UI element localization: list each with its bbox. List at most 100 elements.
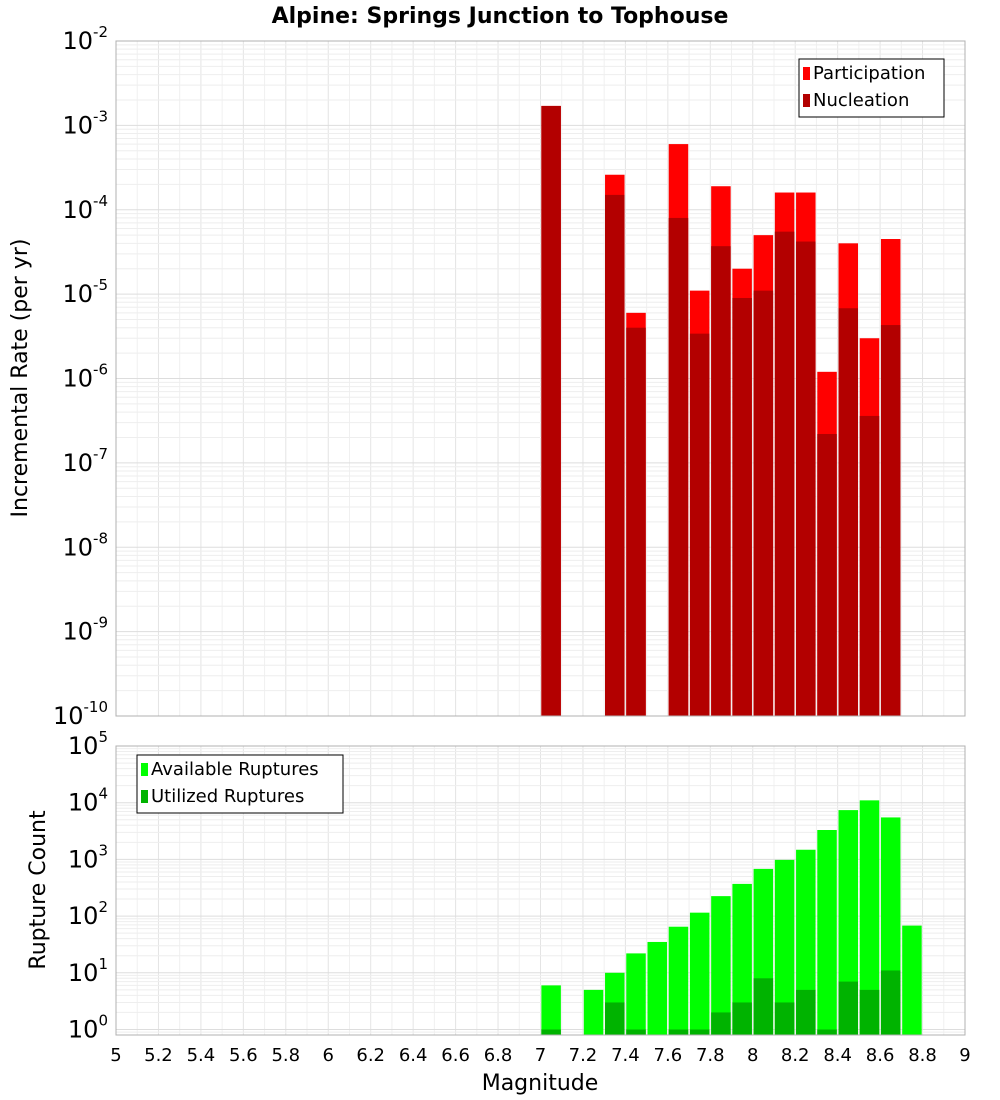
- chart-title: Alpine: Springs Junction to Tophouse: [272, 4, 729, 29]
- x-tick-label: 6.8: [484, 1045, 513, 1066]
- bar: [605, 194, 625, 716]
- x-axis-label: Magnitude: [482, 1071, 599, 1096]
- bar: [859, 800, 880, 1035]
- y-tick-label: 103: [68, 841, 108, 873]
- bar: [668, 1029, 689, 1035]
- y-tick-label: 10-7: [62, 445, 108, 477]
- bar: [817, 1029, 837, 1035]
- x-tick-label: 7.6: [654, 1045, 683, 1066]
- legend-swatch: [141, 763, 148, 776]
- x-tick-label: 5.4: [187, 1045, 216, 1066]
- y-tick-label: 10-2: [62, 23, 108, 55]
- legend-box: [798, 58, 945, 118]
- bar: [626, 327, 646, 716]
- bar: [689, 333, 710, 716]
- legend-label: Participation: [813, 63, 925, 84]
- legend-label: Available Ruptures: [151, 759, 319, 780]
- y-tick-label: 10-5: [62, 276, 108, 308]
- bar: [711, 246, 731, 716]
- bar: [902, 925, 922, 1035]
- y-tick-label: 10-8: [62, 529, 108, 561]
- bar: [626, 953, 646, 1035]
- bar: [668, 217, 689, 716]
- x-tick-label: 7.4: [611, 1045, 640, 1066]
- bar: [774, 231, 795, 716]
- bar: [880, 325, 901, 716]
- bar: [541, 985, 561, 1035]
- bar: [838, 981, 859, 1035]
- x-tick-label: 7.2: [569, 1045, 598, 1066]
- legend-label: Utilized Ruptures: [151, 786, 304, 807]
- y-tick-label: 10-10: [53, 698, 108, 730]
- y-tick-label: 100: [68, 1012, 108, 1044]
- legend-label: Nucleation: [813, 90, 909, 111]
- top-bars: [541, 105, 901, 717]
- x-tick-label: 8.8: [908, 1045, 937, 1066]
- y-tick-label: 104: [68, 785, 108, 817]
- bar: [796, 989, 816, 1035]
- bar: [838, 810, 859, 1035]
- x-tick-label: 5.2: [144, 1045, 173, 1066]
- bar: [732, 883, 752, 1035]
- bar: [859, 989, 880, 1035]
- bar: [796, 241, 816, 717]
- bottom-y-tick-labels: 105 104 103 102 101 100: [68, 728, 108, 1044]
- x-tick-label: 5: [110, 1045, 121, 1066]
- y-tick-label: 10-6: [62, 361, 108, 393]
- y-tick-label: 10-3: [62, 107, 108, 139]
- x-tick-label: 7.8: [696, 1045, 725, 1066]
- top-plot-frame: [115, 40, 966, 717]
- bar: [817, 433, 837, 716]
- bar: [541, 1029, 561, 1035]
- bottom-plot-frame: [115, 745, 966, 1036]
- y-tick-label: 105: [68, 728, 108, 760]
- x-tick-label: 8.6: [866, 1045, 895, 1066]
- bar: [689, 912, 710, 1035]
- legend-swatch: [803, 67, 810, 80]
- x-tick-label: 5.6: [229, 1045, 258, 1066]
- x-tick-label: 9: [959, 1045, 970, 1066]
- bar: [732, 297, 752, 716]
- x-tick-label: 8.2: [781, 1045, 810, 1066]
- x-tick-label: 8: [747, 1045, 758, 1066]
- bar: [605, 1002, 625, 1035]
- x-tick-label: 5.8: [271, 1045, 300, 1066]
- bar: [711, 896, 731, 1035]
- x-tick-label: 6.4: [399, 1045, 428, 1066]
- x-tick-label: 6: [323, 1045, 334, 1066]
- top-legend: Participation Nucleation: [798, 58, 945, 118]
- top-gridlines: [115, 41, 966, 717]
- x-tick-labels: 5 5.2 5.4 5.6 5.8 6 6.2 6.4 6.6 6.8 7 7.2 7.4 7.6 7.8 8…: [110, 1045, 970, 1066]
- bar: [626, 1029, 646, 1035]
- bar: [753, 978, 774, 1035]
- y-tick-label: 102: [68, 898, 108, 930]
- bar: [817, 830, 837, 1035]
- bar: [647, 941, 667, 1035]
- x-tick-label: 7: [535, 1045, 546, 1066]
- bar: [541, 105, 561, 717]
- bar: [732, 1002, 752, 1035]
- bar: [753, 290, 774, 716]
- top-y-axis-label: Incremental Rate (per yr): [8, 239, 33, 518]
- bar: [774, 859, 795, 1035]
- bar: [583, 989, 604, 1035]
- x-tick-label: 8.4: [823, 1045, 852, 1066]
- legend-swatch: [141, 790, 148, 803]
- bottom-y-axis-label: Rupture Count: [26, 810, 51, 970]
- y-tick-label: 10-9: [62, 614, 108, 646]
- bar: [859, 415, 880, 716]
- bottom-gridlines: [115, 746, 966, 1036]
- bar: [689, 1029, 710, 1035]
- x-tick-label: 6.6: [441, 1045, 470, 1066]
- bar: [880, 970, 901, 1035]
- legend-box: [136, 754, 344, 814]
- bottom-bars: [541, 800, 922, 1035]
- bar: [774, 1002, 795, 1035]
- x-tick-label: 6.2: [356, 1045, 385, 1066]
- legend-swatch: [803, 94, 810, 107]
- bar: [838, 308, 859, 716]
- bottom-legend: Available Ruptures Utilized Ruptures: [136, 754, 344, 814]
- y-tick-label: 10-4: [62, 192, 108, 224]
- bar: [711, 1012, 731, 1035]
